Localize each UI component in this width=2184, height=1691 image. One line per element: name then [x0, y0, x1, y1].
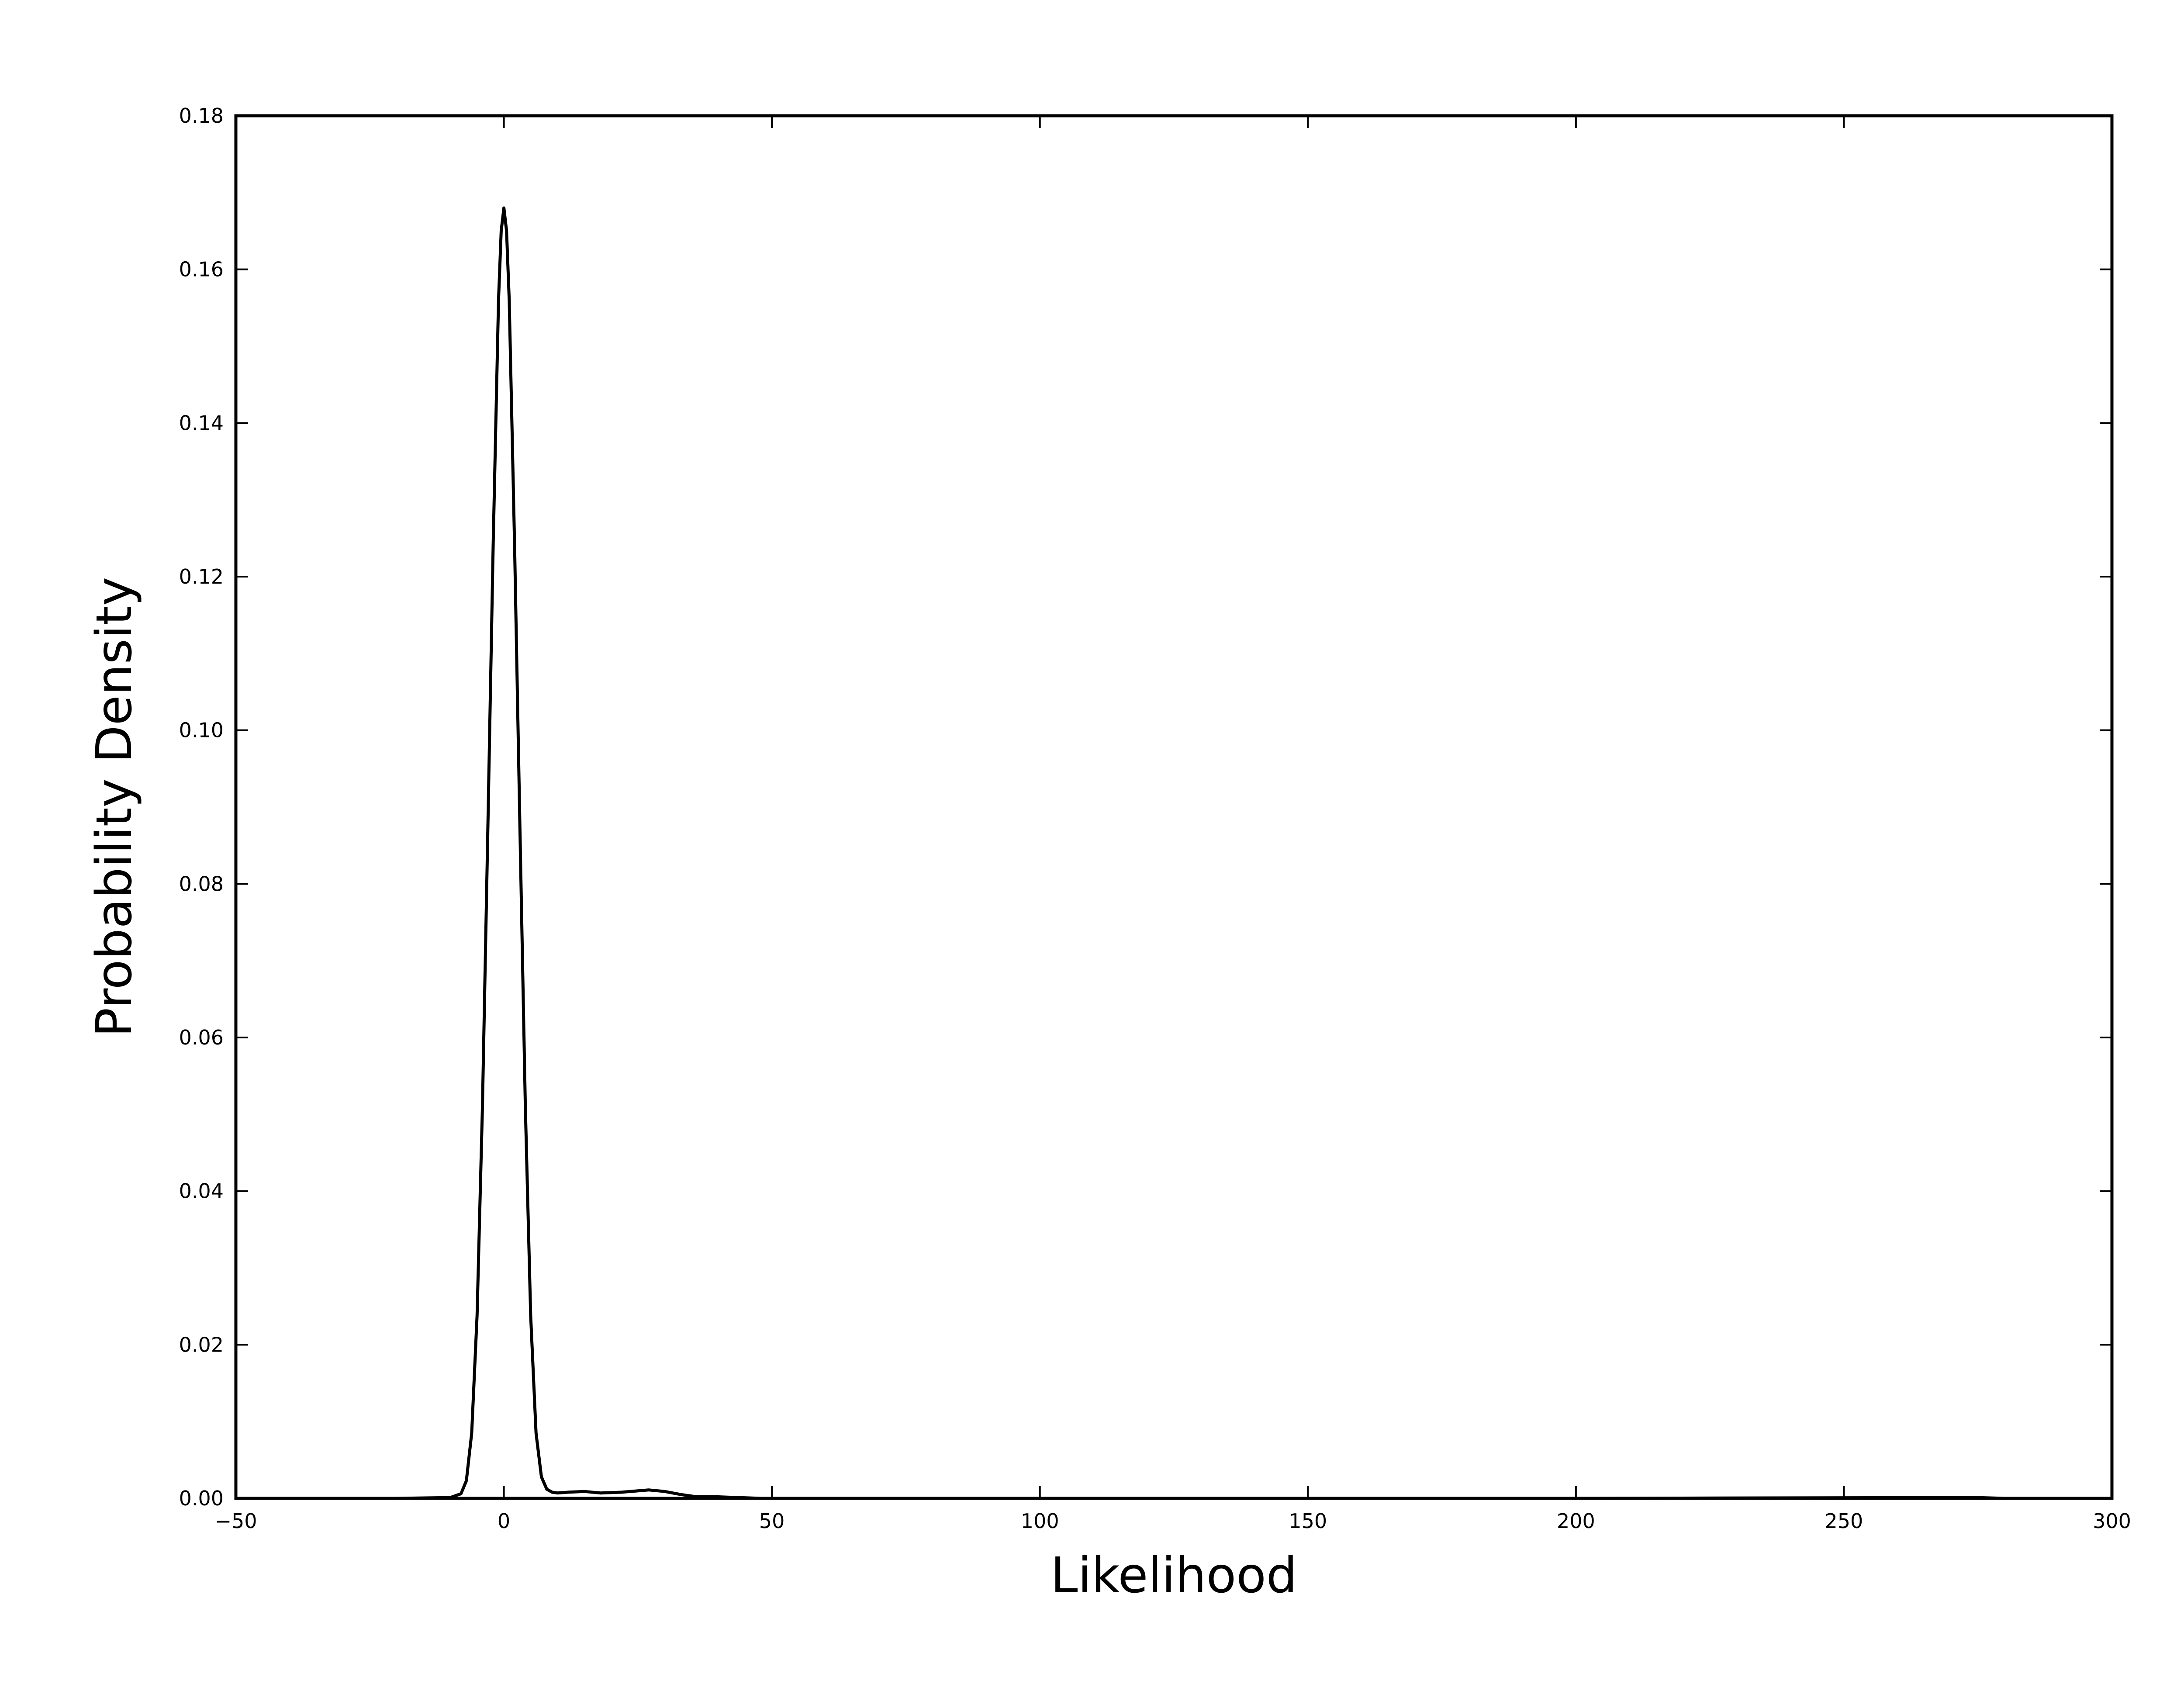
y-tick-label: 0.04 — [179, 1179, 224, 1203]
x-tick-label: 150 — [1289, 1509, 1327, 1533]
y-tick-label: 0.14 — [179, 411, 224, 435]
x-tick-label: 300 — [2093, 1509, 2131, 1533]
x-tick-label: −50 — [214, 1509, 257, 1533]
x-axis-ticks: −50 0 50 100 150 200 250 300 — [214, 116, 2131, 1533]
y-axis-label: Probability Density — [86, 577, 143, 1037]
y-tick-label: 0.16 — [179, 258, 224, 281]
x-tick-label: 250 — [1825, 1509, 1863, 1533]
plot-frame — [234, 114, 2114, 1500]
y-tick-label: 0.08 — [179, 872, 224, 896]
x-tick-label: 0 — [498, 1509, 510, 1533]
y-tick-label: 0.18 — [179, 104, 224, 128]
y-tick-label: 0.06 — [179, 1026, 224, 1049]
x-axis-label: Likelihood — [1051, 1547, 1297, 1604]
x-tick-label: 100 — [1021, 1509, 1059, 1533]
y-tick-label: 0.00 — [179, 1487, 224, 1510]
y-tick-label: 0.12 — [179, 565, 224, 588]
x-tick-label: 50 — [759, 1509, 785, 1533]
x-tick-label: 200 — [1557, 1509, 1595, 1533]
y-tick-label: 0.02 — [179, 1333, 224, 1356]
y-axis-ticks: 0.00 0.02 0.04 0.06 0.08 0.10 0.12 0.14 0.16 0.18 — [179, 104, 2112, 1510]
y-tick-label: 0.10 — [179, 719, 224, 742]
density-curve — [234, 206, 2114, 1500]
